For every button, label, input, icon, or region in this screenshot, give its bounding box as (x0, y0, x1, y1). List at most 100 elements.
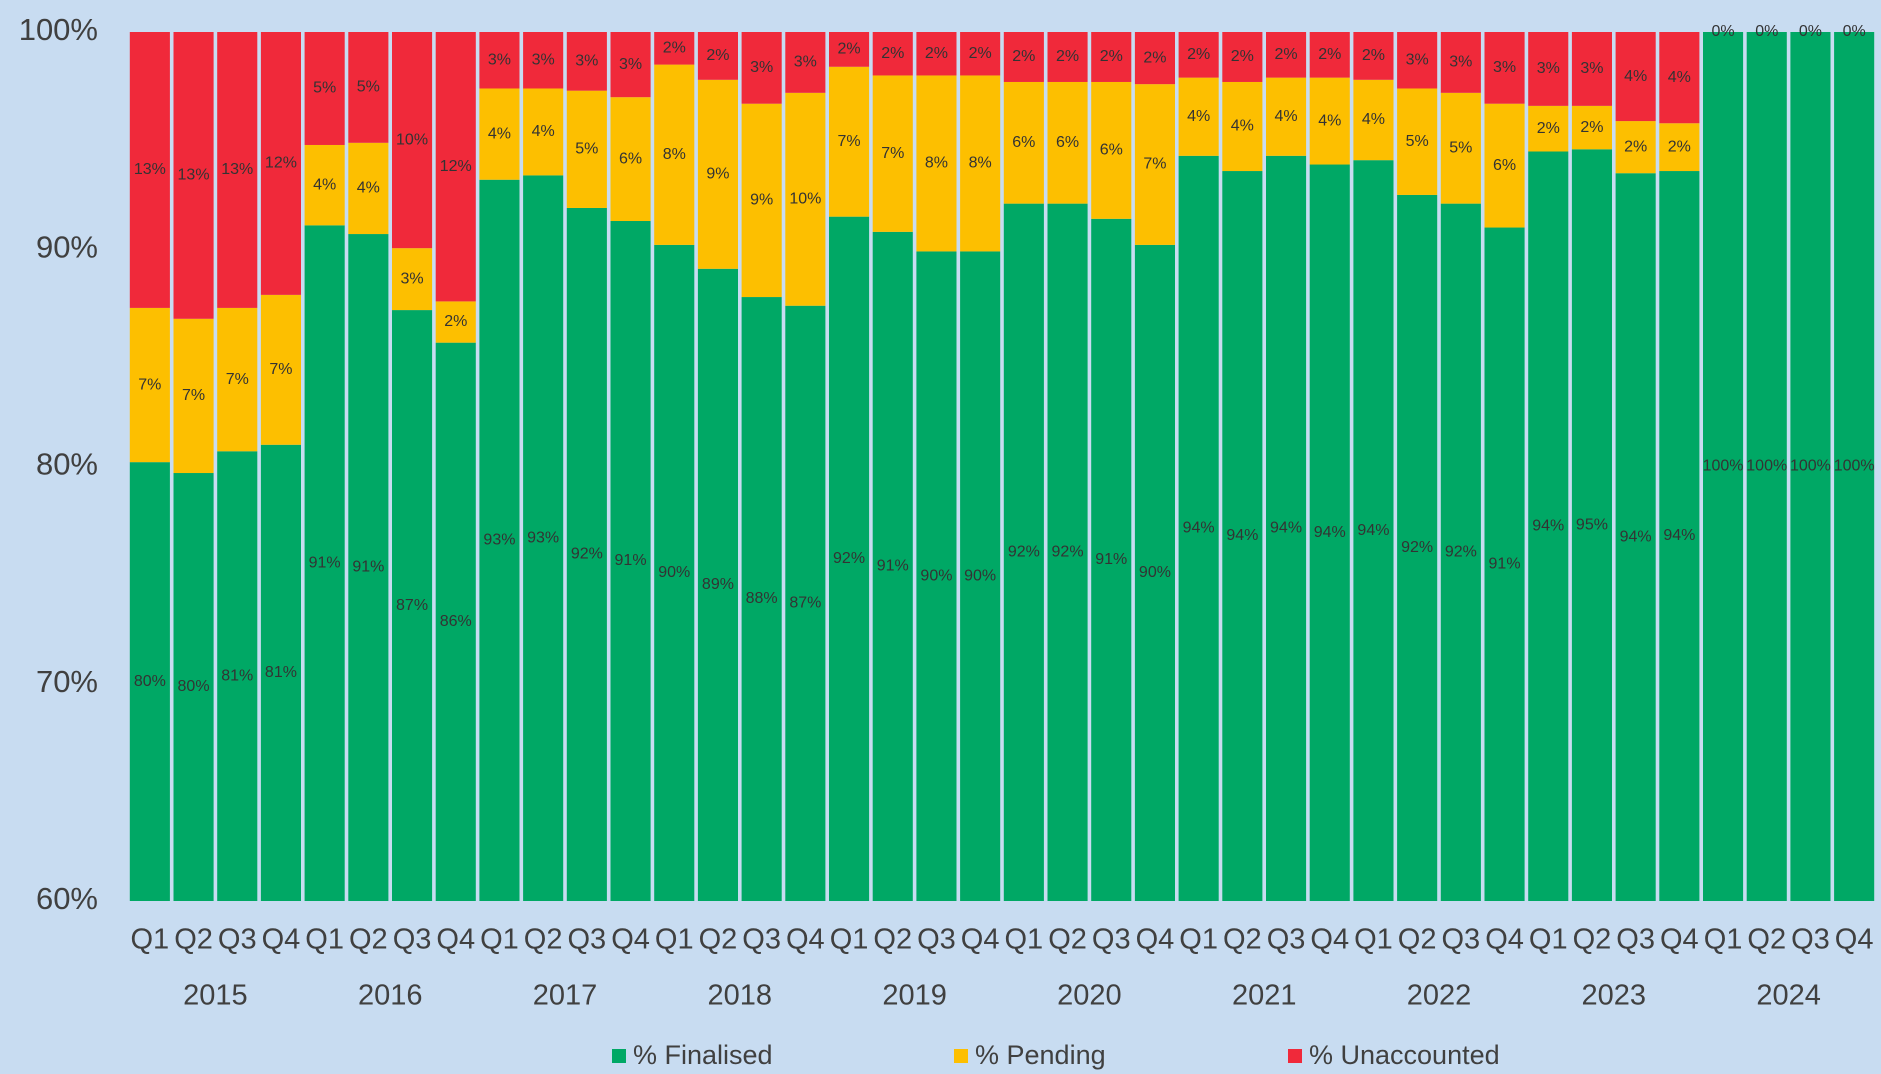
bar-segment (1397, 194, 1438, 901)
bar-segment (610, 221, 651, 901)
data-label: 2% (1100, 48, 1123, 65)
data-label: 0% (1799, 23, 1822, 40)
bar-segment (1266, 77, 1307, 156)
bar-segment (829, 216, 870, 902)
bar-segment (348, 234, 389, 902)
legend-label: % Finalised (633, 1040, 773, 1070)
bar-segment (260, 294, 301, 445)
bar-segment (829, 66, 870, 217)
bar-segment (1178, 77, 1219, 156)
x-tick-label: Q1 (1704, 924, 1743, 956)
bar-segment (217, 307, 258, 452)
bar-segment (960, 32, 1001, 76)
data-label: 94% (1183, 520, 1215, 537)
bar-segment (1659, 171, 1700, 902)
x-tick-label: Q1 (1354, 924, 1393, 956)
data-label: 9% (706, 166, 729, 183)
bar-segment (435, 32, 476, 302)
data-label: 92% (571, 546, 603, 563)
data-label: 100% (1834, 458, 1875, 475)
bar-segment (1178, 155, 1219, 901)
data-label: 8% (969, 155, 992, 172)
data-label: 4% (488, 125, 511, 142)
data-label: 2% (881, 45, 904, 62)
data-label: 88% (746, 590, 778, 607)
data-label: 2% (1318, 46, 1341, 63)
bar-segment (1134, 84, 1175, 245)
x-tick-label: Q3 (917, 924, 956, 956)
bar-segment (129, 32, 170, 308)
data-label: 6% (1056, 134, 1079, 151)
y-tick-label: 90% (36, 229, 98, 264)
bar-segment (1615, 173, 1656, 901)
data-label: 4% (313, 176, 336, 193)
data-label: 2% (925, 45, 948, 62)
bar-segment (479, 32, 520, 89)
data-label: 3% (1493, 59, 1516, 76)
data-label: 3% (1580, 60, 1603, 77)
bar-segment (1440, 203, 1481, 901)
data-label: 4% (532, 123, 555, 140)
bar-segment (610, 32, 651, 98)
bar-segment (872, 75, 913, 232)
bar-segment (1353, 160, 1394, 902)
data-label: 2% (1231, 48, 1254, 65)
bar-segment (566, 32, 607, 91)
data-label: 3% (619, 56, 642, 73)
data-label: 91% (1095, 551, 1127, 568)
data-label: 91% (877, 558, 909, 575)
x-tick-label: Q2 (1573, 924, 1612, 956)
data-label: 2% (1624, 138, 1647, 155)
data-label: 90% (658, 564, 690, 581)
data-label: 3% (1406, 51, 1429, 68)
bar-segment (435, 301, 476, 343)
bar-segment (1484, 227, 1525, 901)
x-tick-label: Q2 (349, 924, 388, 956)
bar-segment (872, 32, 913, 76)
data-label: 4% (1668, 69, 1691, 86)
data-label: 87% (396, 597, 428, 614)
data-label: 7% (881, 145, 904, 162)
data-label: 5% (1449, 139, 1472, 156)
data-label: 3% (750, 59, 773, 76)
bar-segment (1134, 244, 1175, 901)
bar-segment (1178, 32, 1219, 78)
data-label: 94% (1226, 527, 1258, 544)
bar-segment (523, 175, 564, 901)
bar-segment (1746, 32, 1787, 901)
data-label: 81% (265, 664, 297, 681)
x-group-label: 2024 (1756, 980, 1821, 1012)
bar-segment (523, 88, 564, 176)
bar-segment (916, 75, 957, 252)
data-label: 3% (400, 270, 423, 287)
data-label: 2% (1537, 120, 1560, 137)
data-label: 92% (1445, 544, 1477, 561)
bar-segment (1528, 32, 1569, 106)
x-tick-label: Q2 (174, 924, 213, 956)
x-tick-label: Q4 (1485, 924, 1524, 956)
data-label: 92% (1008, 544, 1040, 561)
x-tick-label: Q3 (1791, 924, 1830, 956)
data-label: 13% (134, 161, 166, 178)
data-label: 2% (837, 41, 860, 58)
bar-segment (129, 462, 170, 901)
data-label: 4% (1624, 68, 1647, 85)
bar-segment (1790, 32, 1831, 901)
data-label: 0% (1843, 23, 1866, 40)
x-tick-label: Q1 (480, 924, 519, 956)
data-label: 91% (352, 559, 384, 576)
bar-segment (348, 142, 389, 235)
data-label: 94% (1620, 528, 1652, 545)
data-label: 90% (964, 567, 996, 584)
x-tick-label: Q1 (830, 924, 869, 956)
data-label: 5% (357, 79, 380, 96)
bar-segment (697, 32, 738, 80)
data-label: 3% (1449, 54, 1472, 71)
bar-segment (610, 97, 651, 222)
x-tick-label: Q2 (699, 924, 738, 956)
x-tick-label: Q2 (1223, 924, 1262, 956)
y-tick-label: 80% (36, 447, 98, 482)
data-label: 93% (483, 532, 515, 549)
bar-segment (1222, 32, 1263, 82)
data-label: 4% (1274, 108, 1297, 125)
